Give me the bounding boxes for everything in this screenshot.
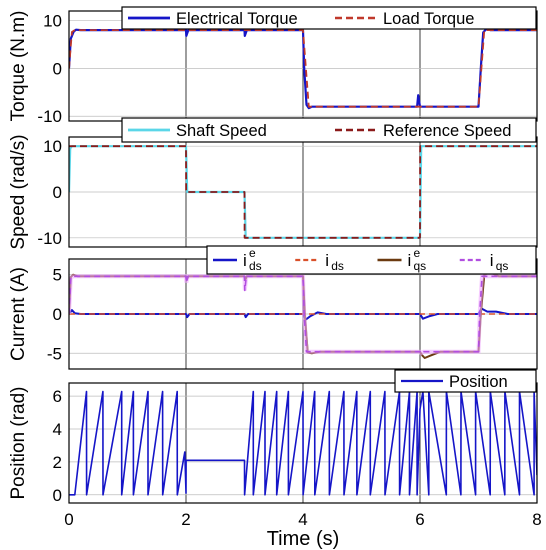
y-tick-label: 5 [53, 266, 62, 285]
x-tick-label: 2 [181, 510, 190, 529]
y-tick-label: 0 [53, 59, 62, 78]
legend: Electrical Torque Load Torque [121, 6, 537, 30]
x-tick-label: 8 [532, 510, 541, 529]
legend-label: i [325, 251, 329, 270]
legend-label-sup: e [414, 246, 421, 260]
panel-4: 6 4 2 0 Position (rad) 0 2 4 6 8 Time (s) Position [8, 369, 542, 550]
y-tick-label: 10 [43, 137, 62, 156]
legend-label-sub: qs [414, 259, 427, 273]
y-tick-label: -5 [47, 344, 62, 363]
legend-label: i [243, 251, 247, 270]
legend-label: Reference Speed [383, 122, 511, 140]
legend-label: i [408, 251, 412, 270]
legend-label: Load Torque [383, 10, 474, 28]
y-tick-label: 10 [43, 12, 62, 31]
legend-label: Electrical Torque [176, 10, 298, 28]
series-line-1 [69, 390, 537, 496]
x-tick-label: 4 [298, 510, 307, 529]
legend-label-sub: ds [249, 259, 262, 273]
legend: Position [394, 369, 537, 393]
x-tick-label: 6 [415, 510, 424, 529]
series-line-1 [69, 28, 537, 110]
y-tick-label: 0 [53, 305, 62, 324]
legend-label-sub: qs [496, 259, 509, 273]
y-tick-label: 4 [53, 420, 62, 439]
y-axis-label: Current (A) [8, 267, 29, 361]
legend: Shaft Speed Reference Speed [121, 117, 537, 143]
y-axis-label: Torque (N.m) [8, 11, 29, 122]
legend-label: i [490, 251, 494, 270]
legend-label: Position [449, 373, 508, 391]
series-line-2 [69, 145, 537, 239]
y-tick-label: -10 [37, 107, 62, 126]
y-axis-label: Position (rad) [8, 387, 29, 500]
legend: i eds i ds i eqs i qs [206, 245, 537, 275]
axes-frame [68, 382, 538, 504]
y-tick-label: 2 [53, 453, 62, 472]
legend-label-sub: ds [331, 259, 344, 273]
x-axis-label: Time (s) [267, 528, 340, 550]
panel-1: 10 0 -10 Torque (N.m) Electrical Torque Load … [8, 6, 538, 126]
y-tick-label: -10 [37, 229, 62, 248]
series-line-4 [69, 275, 537, 355]
y-tick-label: 0 [53, 486, 62, 505]
y-tick-label: 6 [53, 387, 62, 406]
legend-label: Shaft Speed [176, 122, 267, 140]
panel-2: 10 0 -10 Speed (rad/s) Shaft Speed Reference … [8, 117, 538, 250]
series-line-2 [69, 29, 537, 108]
legend-label-sup: e [249, 246, 256, 260]
x-tick-label: 0 [64, 510, 73, 529]
y-tick-label: 0 [53, 183, 62, 202]
y-axis-label: Speed (rad/s) [8, 134, 29, 249]
